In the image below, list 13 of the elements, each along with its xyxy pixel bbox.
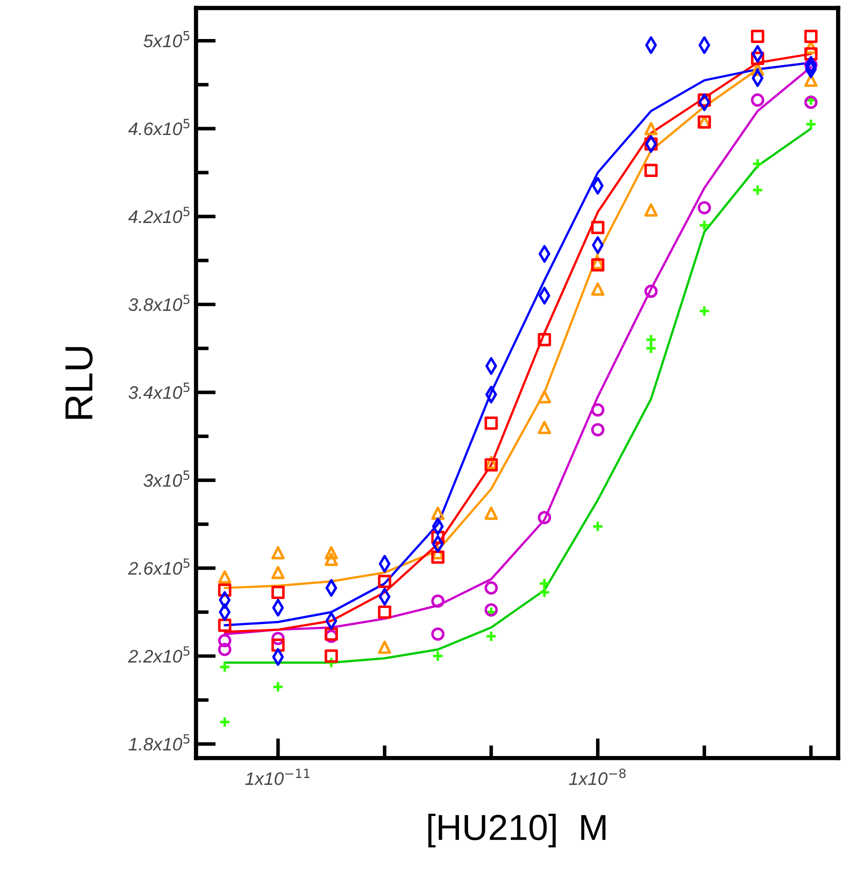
x-axis-title: [HU210] M xyxy=(428,814,606,848)
x-tick-label: 1x10$^{−8}$ xyxy=(568,768,626,786)
y-tick-label: 3.4x10$^{5}$ xyxy=(128,382,190,399)
y-tick-label: 1.8x10$^{5}$ xyxy=(128,734,190,751)
y-tick-label: 3x10$^{5}$ xyxy=(144,470,190,487)
y-tick-label: 2.2x10$^{5}$ xyxy=(128,646,190,663)
y-axis-title: RLU xyxy=(66,347,93,419)
y-tick-label: 5x10$^{5}$ xyxy=(144,31,190,48)
y-tick-label: 2.6x10$^{5}$ xyxy=(128,558,190,575)
y-tick-label: 3.8x10$^{5}$ xyxy=(128,294,190,312)
x-tick-label: 1x10$^{−11}$ xyxy=(245,768,310,786)
y-tick-label: 4.6x10$^{5}$ xyxy=(128,118,190,136)
y-tick-label: 4.2x10$^{5}$ xyxy=(128,206,190,224)
